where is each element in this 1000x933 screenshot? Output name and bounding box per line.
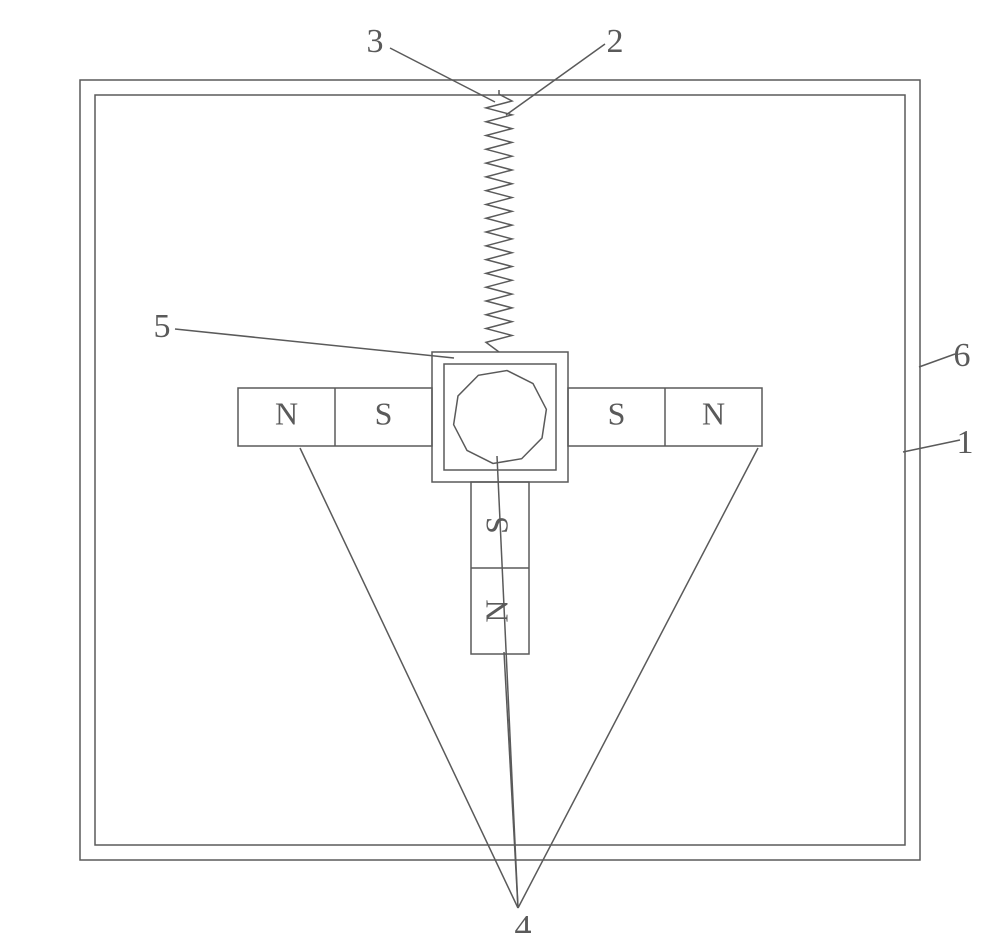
svg-text:2: 2 <box>607 23 624 60</box>
svg-text:N: N <box>478 599 514 622</box>
svg-text:N: N <box>702 395 725 431</box>
svg-text:4: 4 <box>515 909 532 933</box>
svg-text:S: S <box>375 395 393 431</box>
svg-text:S: S <box>608 395 626 431</box>
svg-text:3: 3 <box>367 23 384 60</box>
schematic-svg: N S S N S N 1 2 3 4 5 6 <box>0 0 1000 933</box>
svg-text:N: N <box>275 395 298 431</box>
diagram-canvas: N S S N S N 1 2 3 4 5 6 <box>0 0 1000 933</box>
svg-text:6: 6 <box>954 337 971 374</box>
svg-text:S: S <box>478 516 514 534</box>
svg-text:1: 1 <box>957 424 974 461</box>
svg-text:5: 5 <box>154 308 171 345</box>
